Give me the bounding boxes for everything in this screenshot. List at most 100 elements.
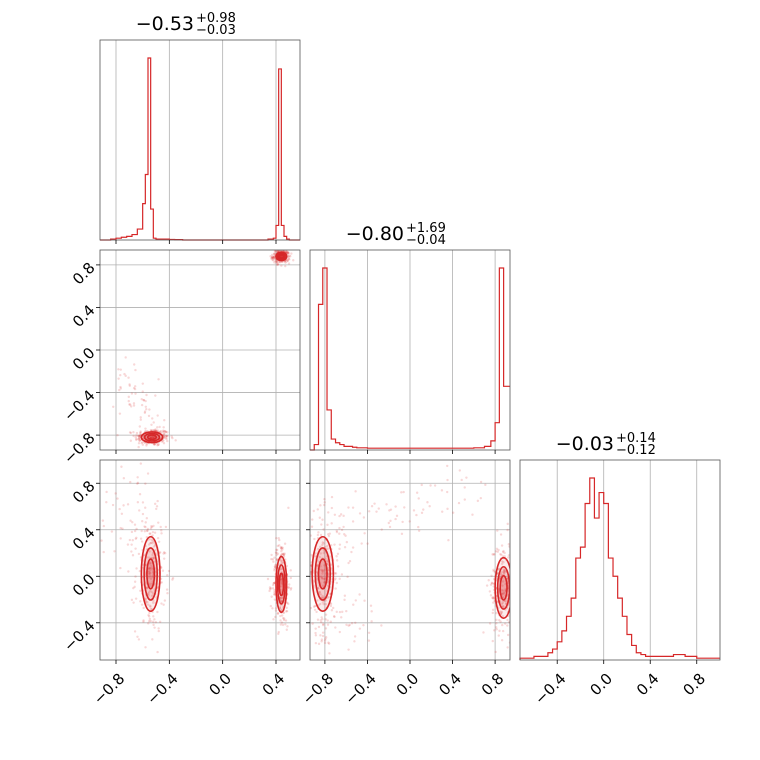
sample-point	[321, 570, 325, 573]
y-tick-label: −0.4	[60, 617, 98, 655]
sample-point	[268, 586, 272, 589]
sample-point	[326, 623, 330, 626]
sample-point	[501, 560, 504, 563]
sample-point	[148, 571, 151, 574]
sample-point	[499, 612, 503, 615]
sample-point	[269, 255, 272, 258]
sample-point	[338, 577, 341, 581]
sample-point	[499, 553, 502, 556]
sample-point	[336, 552, 340, 556]
sample-point	[280, 596, 284, 599]
sample-point	[501, 629, 505, 633]
sample-point	[323, 501, 326, 504]
sample-point	[502, 561, 505, 564]
sample-point	[346, 575, 349, 579]
sample-point	[330, 572, 334, 576]
sample-point	[164, 430, 168, 434]
sample-point	[154, 428, 157, 431]
sample-point	[485, 584, 489, 587]
sample-point	[146, 586, 149, 590]
sample-point	[160, 529, 163, 532]
sample-point	[165, 588, 169, 591]
sample-point	[314, 552, 317, 555]
sample-point	[394, 505, 397, 508]
sample-point	[319, 575, 323, 579]
sample-point	[273, 565, 277, 569]
sample-point	[503, 571, 507, 574]
sample-point	[321, 572, 324, 575]
sample-point	[133, 363, 136, 366]
sample-point	[344, 534, 347, 537]
sample-point	[136, 482, 139, 485]
sample-point	[271, 256, 274, 259]
sample-point	[502, 605, 505, 608]
sample-point	[327, 568, 330, 572]
title-median: −0.80	[346, 223, 404, 245]
sample-point	[319, 545, 322, 549]
sample-point	[326, 523, 329, 527]
sample-point	[144, 597, 148, 600]
panel-border	[99, 459, 301, 661]
sample-point	[274, 250, 278, 253]
sample-point	[333, 513, 337, 516]
sample-point	[488, 622, 492, 625]
sample-point	[276, 612, 280, 615]
sample-point	[268, 589, 271, 593]
sample-point	[148, 532, 151, 535]
sample-point	[153, 626, 156, 629]
sample-point	[420, 511, 424, 515]
sample-point	[312, 579, 316, 583]
sample-point	[150, 594, 154, 598]
panel-border	[519, 459, 721, 661]
sample-point	[273, 593, 276, 596]
sample-point	[144, 521, 147, 524]
sample-point	[507, 554, 510, 557]
sample-point	[484, 483, 487, 487]
sample-point	[358, 593, 361, 596]
title-median: −0.03	[556, 433, 614, 455]
sample-point	[131, 554, 135, 557]
sample-point	[145, 529, 149, 533]
sample-point	[124, 374, 127, 378]
sample-point	[316, 599, 319, 602]
sample-point	[170, 435, 173, 438]
sample-point	[278, 544, 281, 547]
sample-point	[154, 549, 157, 552]
sample-point	[286, 252, 290, 255]
sample-point	[342, 514, 345, 518]
sample-point	[394, 517, 397, 521]
sample-point	[280, 264, 283, 267]
sample-point	[282, 553, 286, 556]
sample-point	[400, 532, 404, 536]
sample-point	[275, 250, 279, 253]
sample-point	[395, 514, 399, 518]
sample-point	[343, 546, 347, 549]
sample-point	[272, 257, 275, 261]
sample-point	[160, 532, 163, 535]
sample-point	[445, 490, 449, 494]
sample-point	[275, 548, 279, 552]
sample-point	[269, 604, 273, 608]
sample-point	[338, 532, 341, 535]
sample-point	[123, 372, 126, 376]
sample-point	[129, 405, 133, 408]
sample-point	[370, 620, 373, 623]
sample-point	[335, 581, 339, 585]
sample-point	[322, 622, 325, 626]
sample-point	[327, 534, 331, 538]
sample-point	[156, 429, 159, 432]
sample-point	[502, 568, 506, 571]
sample-point	[330, 544, 333, 547]
sample-point	[330, 495, 334, 499]
sample-point	[497, 548, 500, 552]
sample-point	[281, 614, 284, 617]
sample-point	[152, 556, 155, 560]
sample-point	[119, 368, 122, 371]
sample-point	[141, 441, 144, 444]
sample-point	[276, 263, 280, 266]
sample-point	[148, 576, 151, 579]
sample-point	[494, 550, 498, 553]
sample-point	[493, 629, 496, 632]
sample-point	[273, 252, 276, 255]
